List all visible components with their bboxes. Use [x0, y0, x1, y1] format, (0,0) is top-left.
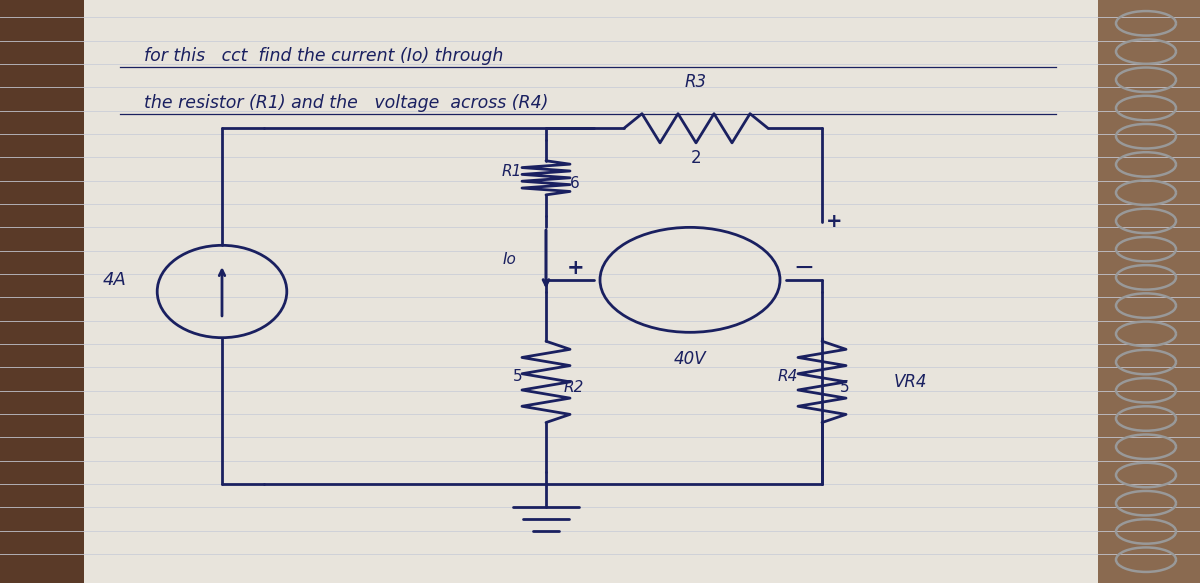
Text: 5: 5 — [840, 380, 850, 395]
Text: 5: 5 — [512, 368, 522, 384]
Text: R4: R4 — [778, 368, 798, 384]
Text: for this   cct  find the current (Io) through: for this cct find the current (Io) throu… — [144, 47, 503, 65]
Text: Io: Io — [502, 252, 516, 267]
Text: R3: R3 — [685, 73, 707, 92]
Text: VR4: VR4 — [894, 373, 928, 391]
Text: −: − — [793, 256, 815, 280]
Text: the resistor (R1) and the   voltage  across (R4): the resistor (R1) and the voltage across… — [144, 94, 548, 112]
Text: +: + — [568, 258, 584, 278]
Text: 40V: 40V — [673, 350, 707, 368]
Text: 4A: 4A — [103, 271, 127, 289]
Bar — [0, 0, 84, 583]
Text: +: + — [826, 212, 842, 231]
Text: 6: 6 — [570, 176, 580, 191]
Text: R2: R2 — [564, 380, 584, 395]
Text: R1: R1 — [502, 164, 522, 180]
Text: 2: 2 — [691, 149, 701, 167]
Bar — [84, 0, 1098, 583]
